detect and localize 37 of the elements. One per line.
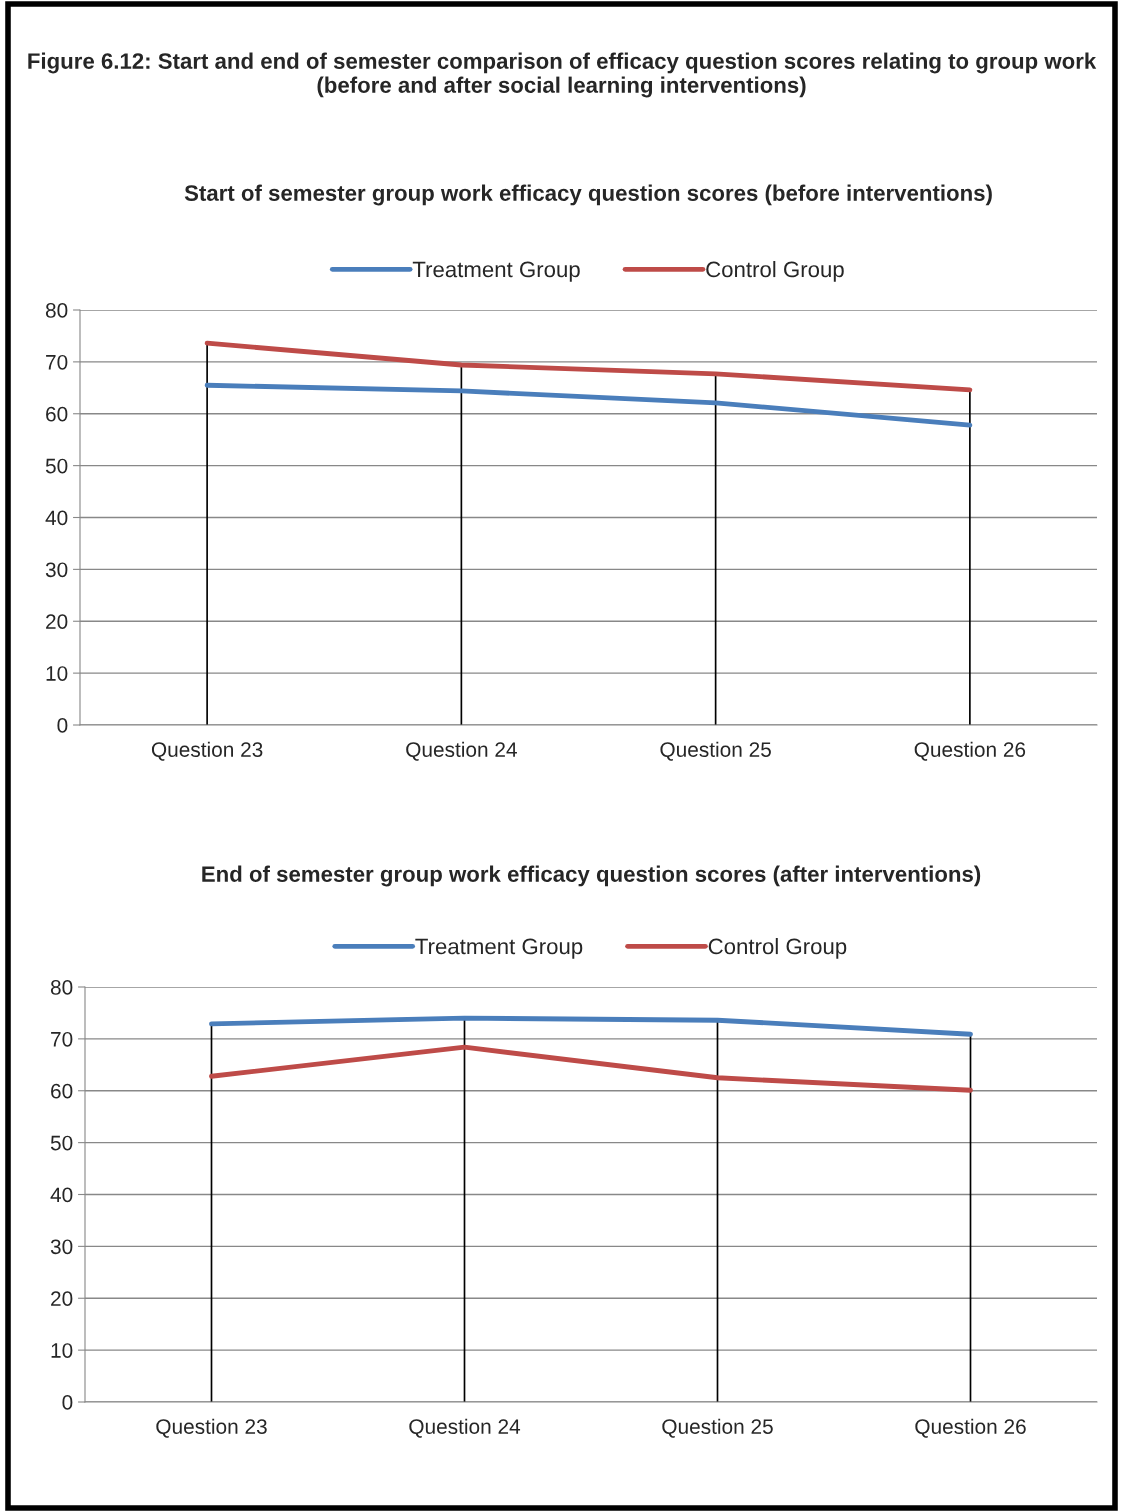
y-tick-label: 20 [51,1291,73,1306]
line-series [204,382,973,428]
y-tick-label: 50 [50,1135,73,1151]
y-tick-label: 10 [51,1343,73,1358]
y-tick-label: 40 [50,1187,73,1203]
x-tick-label: Question 26 [914,741,1026,761]
chart-title: Figure 6.12: Start and end of semester comparison of efficacy question scores relating to group work (before and after social learning interventions) [28,52,1097,98]
x-tick-label: Question 24 [406,741,517,761]
legend-label: Treatment Group [415,938,583,959]
x-tick-label: Question 25 [660,741,771,761]
y-tick-label: 80 [50,980,73,995]
line-series [209,1015,973,1037]
y-tick-label: 50 [45,458,68,474]
x-tick-label: Question 24 [409,1418,521,1438]
line-series [209,1044,973,1093]
legend-label: Treatment Group [412,261,580,282]
y-tick-label: 70 [51,1031,73,1047]
x-tick-label: Question 26 [915,1418,1026,1438]
y-tick-label: 70 [46,354,68,370]
legend-label: Control Group [708,937,847,959]
x-tick-label: Question 23 [151,741,263,761]
x-tick-label: Question 25 [662,1418,773,1438]
line-series [204,340,973,393]
chart-subtitle: Start of semester group work efficacy question scores (before interventions) [184,184,992,206]
y-tick-label: 30 [50,1239,73,1255]
y-tick-label: 60 [51,1083,73,1099]
y-tick-label: 0 [62,1395,73,1410]
y-tick-label: 40 [45,510,68,526]
y-tick-label: 80 [45,303,68,318]
chart-title: End of semester group work efficacy question scores (after interventions) [202,865,981,887]
x-tick-label: Question 23 [156,1418,267,1438]
legend-label: Control Group [706,260,844,282]
y-tick-label: 20 [46,614,68,629]
y-tick-label: 30 [45,562,68,578]
y-tick-label: 60 [46,406,68,422]
y-tick-label: 0 [57,718,68,733]
y-tick-label: 10 [46,666,68,681]
